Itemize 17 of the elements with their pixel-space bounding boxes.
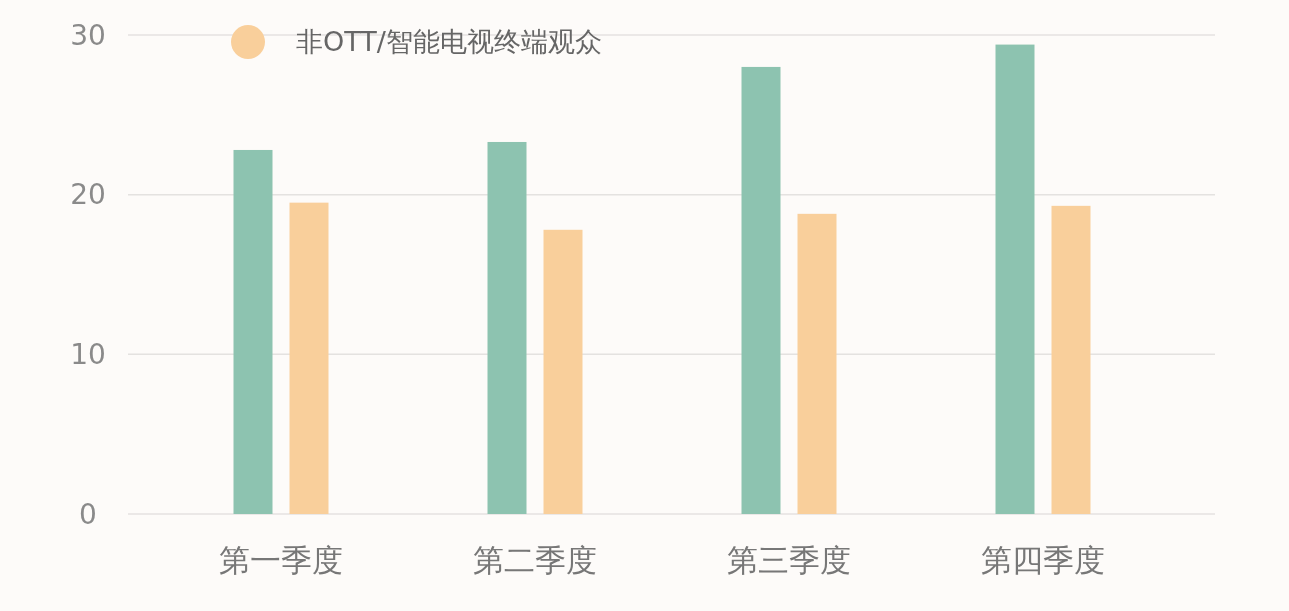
bar (233, 149, 273, 514)
y-tick-label: 30 (70, 18, 106, 52)
x-tick-label: 第二季度 (473, 542, 597, 578)
bar (1051, 205, 1091, 514)
bar (487, 141, 527, 514)
bar (289, 202, 329, 514)
bar (797, 213, 837, 514)
bar (543, 229, 583, 514)
legend-label: 非OTT/智能电视终端观众 (296, 26, 602, 58)
y-tick-label: 0 (79, 497, 97, 531)
y-tick-label: 20 (70, 178, 106, 212)
bar (995, 44, 1035, 514)
x-tick-label: 第四季度 (981, 542, 1105, 578)
x-tick-label: 第三季度 (727, 542, 851, 578)
bar (741, 66, 781, 514)
x-tick-label: 第一季度 (219, 542, 343, 578)
y-tick-label: 10 (70, 338, 106, 372)
